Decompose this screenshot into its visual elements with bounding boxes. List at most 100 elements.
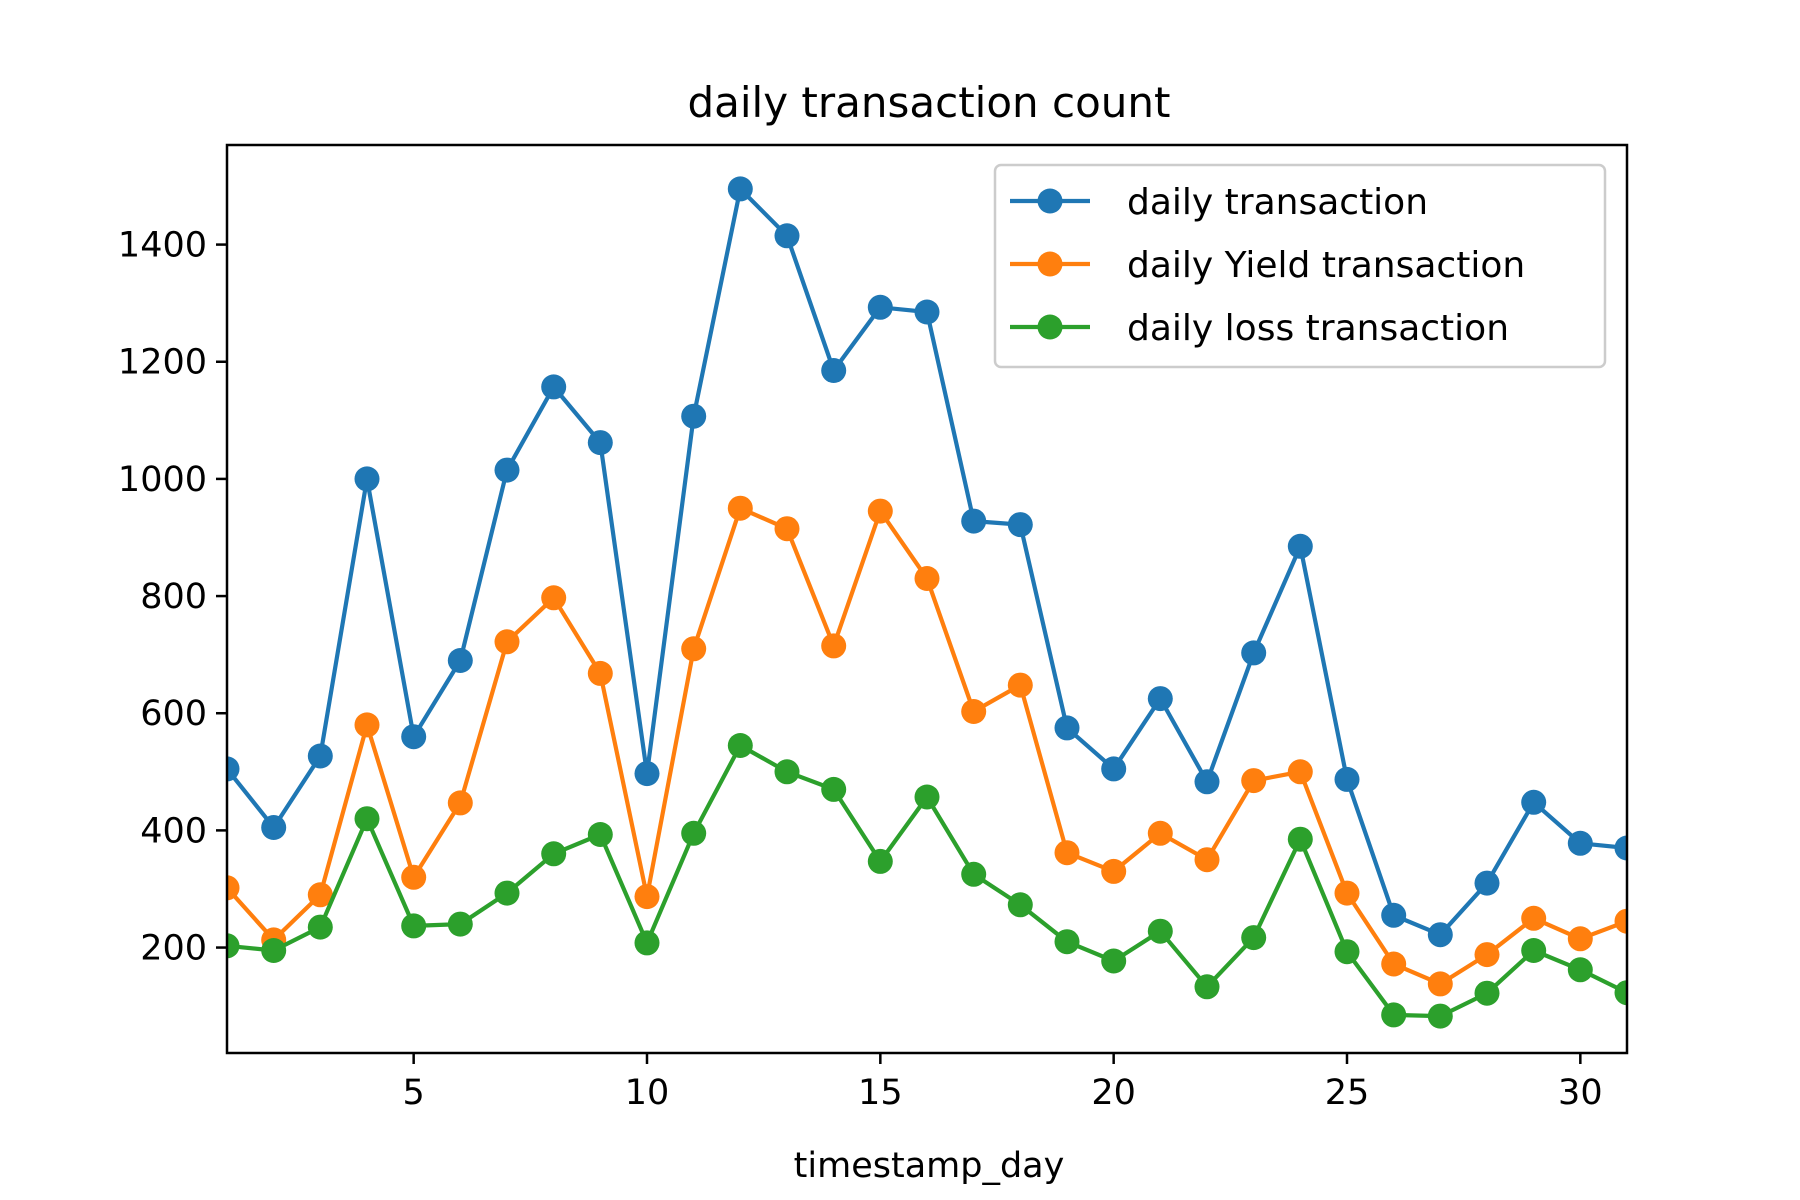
data-point [1054, 929, 1080, 955]
data-point [1101, 756, 1127, 782]
data-point [1147, 820, 1173, 846]
data-point [494, 880, 520, 906]
data-point [1567, 957, 1593, 983]
legend-box [993, 163, 1607, 369]
data-point [587, 660, 613, 686]
data-point [1007, 512, 1033, 538]
plot-area [227, 176, 1627, 1029]
data-point [307, 882, 333, 908]
data-point [1381, 1002, 1407, 1028]
x-tick-label: 5 [403, 1073, 425, 1113]
data-point [541, 374, 567, 400]
x-axis-label: timestamp_day [794, 1146, 1065, 1186]
axes-frame [225, 143, 1629, 1055]
data-point [494, 629, 520, 655]
data-point [261, 938, 287, 963]
data-point [634, 761, 660, 787]
data-point [227, 875, 240, 901]
x-tick-label: 25 [1325, 1073, 1370, 1113]
y-tick-label: 800 [140, 577, 207, 617]
data-point [447, 648, 473, 673]
data-point [447, 911, 473, 937]
data-point [307, 914, 333, 940]
data-point [1567, 926, 1593, 952]
data-point [914, 566, 940, 591]
data-point [1194, 769, 1220, 795]
data-point [867, 848, 893, 874]
y-tick-label: 600 [140, 694, 207, 734]
data-point [821, 358, 847, 383]
data-point [1614, 835, 1627, 861]
data-point [774, 759, 800, 785]
legend-item: daily Yield transaction [1010, 245, 1525, 286]
data-point [1147, 686, 1173, 712]
data-point [401, 913, 427, 939]
data-point [1427, 971, 1453, 997]
data-point [1287, 533, 1313, 559]
data-point [1614, 980, 1627, 1006]
data-point [1287, 759, 1313, 785]
data-point [541, 585, 567, 611]
data-point [727, 733, 753, 758]
legend-marker [1037, 188, 1063, 214]
series-2 [227, 495, 1627, 997]
data-point [1334, 939, 1360, 965]
data-point [634, 884, 660, 910]
data-point [1007, 892, 1033, 918]
legend-label: daily transaction [1127, 182, 1428, 223]
data-point [774, 223, 800, 249]
legend-label: daily loss transaction [1127, 308, 1509, 349]
data-point [1474, 870, 1500, 896]
x-tick-label: 30 [1558, 1073, 1603, 1113]
data-point [1241, 768, 1267, 794]
legend-marker [1037, 251, 1063, 277]
series-layer [227, 176, 1627, 1029]
y-tick-label: 400 [140, 811, 207, 851]
data-point [1521, 905, 1547, 931]
data-point [727, 495, 753, 521]
data-point [961, 699, 987, 724]
data-point [587, 822, 613, 847]
x-tick-label: 15 [858, 1073, 903, 1113]
data-point [1381, 902, 1407, 928]
series-3 [227, 733, 1627, 1029]
data-point [1521, 938, 1547, 963]
y-tick-label: 1200 [118, 343, 207, 383]
y-tick-label: 200 [140, 929, 207, 969]
legend-label: daily Yield transaction [1127, 245, 1525, 286]
data-point [1427, 1003, 1453, 1029]
x-tick-label: 20 [1091, 1073, 1136, 1113]
data-point [1474, 942, 1500, 968]
data-point [914, 299, 940, 325]
data-point [1334, 766, 1360, 792]
data-point [1147, 918, 1173, 944]
data-point [227, 756, 240, 782]
data-point [681, 636, 707, 662]
data-point [1334, 880, 1360, 906]
data-point [961, 508, 987, 534]
legend-item: daily transaction [1010, 182, 1428, 223]
data-point [634, 930, 660, 956]
data-point [307, 743, 333, 769]
data-point [354, 712, 380, 738]
legend: daily transaction daily Yield transaction… [993, 163, 1607, 369]
y-tick-label: 1400 [118, 226, 207, 266]
data-point [447, 790, 473, 816]
data-point [401, 724, 427, 750]
data-point [354, 466, 380, 492]
data-point [727, 176, 753, 202]
data-point [227, 933, 240, 959]
data-point [681, 403, 707, 429]
data-point [867, 498, 893, 524]
data-point [1427, 922, 1453, 948]
data-point [1521, 789, 1547, 815]
data-point [1474, 980, 1500, 1006]
data-point [1381, 951, 1407, 977]
data-point [821, 633, 847, 659]
chart-title: daily transaction count [687, 78, 1170, 127]
data-point [1054, 840, 1080, 866]
data-point [401, 864, 427, 890]
data-point [1007, 672, 1033, 698]
